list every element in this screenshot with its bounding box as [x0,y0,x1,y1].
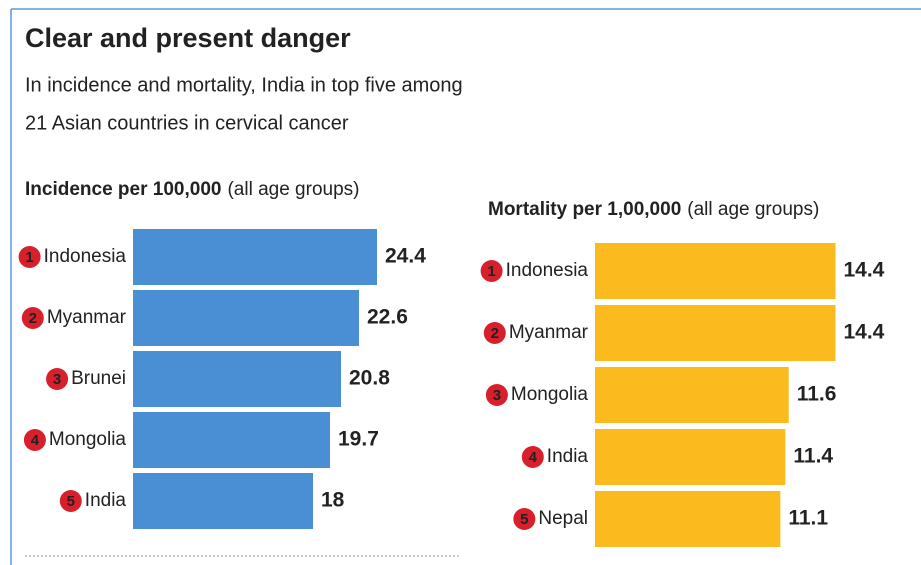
bar [595,429,786,485]
category-label: India [85,490,127,511]
value-label: 19.7 [338,428,379,451]
rank-number: 3 [493,387,501,404]
page-subtitle: 21 Asian countries in cervical cancer [25,112,349,134]
value-label: 14.4 [843,259,884,282]
rank-number: 1 [487,263,495,280]
value-label: 20.8 [349,367,390,390]
bar [595,367,789,423]
chart-title: Mortality per 1,00,000 [488,199,681,220]
rank-number: 1 [25,249,33,266]
bar [133,351,341,407]
value-label: 11.4 [793,445,833,468]
rank-number: 4 [31,432,40,449]
category-label: Indonesia [506,260,589,281]
rank-number: 4 [529,449,538,466]
chart-subtitle: (all age groups) [687,199,819,220]
page-title: Clear and present danger [25,23,351,53]
rank-badge [485,384,508,406]
rank-badge [59,490,82,512]
rank-number: 2 [29,310,37,327]
category-label: Myanmar [509,322,589,343]
bar [595,491,781,547]
chart-title: Incidence per 100,000 [25,179,221,200]
rank-badge [21,307,44,329]
bar [595,305,836,361]
rank-number: 3 [53,371,61,388]
category-label: Brunei [71,368,126,389]
value-label: 11.6 [797,383,837,406]
bar [133,412,330,468]
rank-badge [23,429,46,451]
rank-badge [18,246,41,268]
category-label: Indonesia [44,246,127,267]
category-label: India [547,446,589,467]
rank-number: 2 [491,325,499,342]
chart-subtitle: (all age groups) [227,179,359,200]
value-label: 11.1 [788,507,828,530]
bar [133,473,313,529]
rank-badge [480,260,503,282]
value-label: 22.6 [367,306,408,329]
value-label: 18 [321,489,345,512]
bar [133,229,377,285]
bar [595,243,836,299]
category-label: Nepal [538,508,588,529]
rank-badge [521,446,544,468]
category-label: Mongolia [511,384,589,405]
rank-badge [513,508,536,530]
rank-number: 5 [520,511,528,528]
value-label: 24.4 [385,245,426,268]
page-subtitle: In incidence and mortality, India in top… [25,74,463,96]
bar [133,290,359,346]
category-label: Myanmar [47,307,127,328]
rank-number: 5 [67,493,75,510]
rank-badge [483,322,506,344]
rank-badge [46,368,69,390]
value-label: 14.4 [843,321,884,344]
category-label: Mongolia [49,429,127,450]
